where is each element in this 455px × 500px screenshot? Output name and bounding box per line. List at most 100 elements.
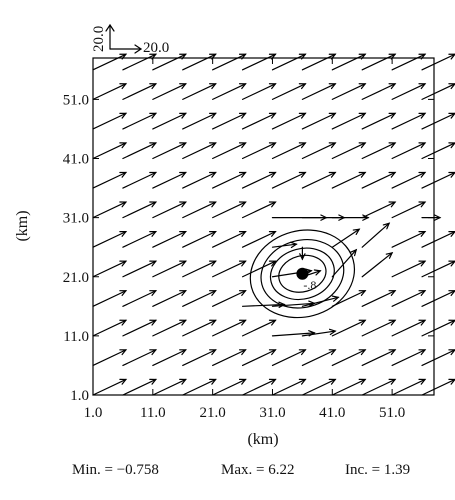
wind-vector: [152, 290, 187, 307]
wind-vector: [182, 260, 217, 278]
contour-line: [269, 247, 335, 301]
wind-vector: [212, 349, 247, 367]
wind-vector: [152, 171, 187, 189]
wind-vector: [301, 349, 337, 367]
wind-vector-field: [92, 53, 455, 396]
x-axis-ticks: 1.0 11.0 21.0 31.0 41.0 51.0: [84, 58, 405, 421]
wind-vector: [182, 290, 217, 307]
wind-vector: [122, 171, 158, 189]
wind-vector: [421, 378, 455, 396]
wind-vector: [241, 83, 277, 100]
wind-vector: [122, 319, 158, 337]
wind-vector: [212, 142, 247, 160]
wind-vector: [122, 201, 158, 219]
wind-vector: [331, 142, 367, 160]
wind-vector: [241, 171, 277, 189]
wind-vector: [241, 378, 277, 396]
wind-vector: [331, 248, 358, 278]
wind-vector: [391, 290, 427, 307]
wind-vector: [391, 83, 427, 100]
wind-vector: [421, 83, 455, 100]
wind-vector: [421, 260, 455, 278]
contour-lines: [249, 229, 356, 319]
wind-vector: [92, 53, 128, 71]
wind-vector: [212, 260, 247, 278]
wind-vector: [391, 112, 427, 130]
wind-vector: [182, 83, 217, 100]
wind-vector: [421, 112, 455, 130]
wind-vector: [301, 83, 337, 100]
wind-vector: [152, 142, 187, 160]
wind-vector: [212, 290, 247, 307]
wind-vector: [182, 171, 217, 189]
contour-line: [278, 254, 327, 293]
wind-vector: [391, 230, 427, 248]
wind-vector: [301, 142, 337, 160]
x-tick-label: 31.0: [259, 405, 285, 421]
wind-vector: [421, 142, 455, 160]
wind-vector: [301, 328, 337, 337]
wind-vector: [182, 319, 217, 337]
x-tick-label: 41.0: [319, 405, 345, 421]
wind-vector: [331, 53, 367, 71]
x-tick-label: 1.0: [84, 405, 103, 421]
y-axis-title: (km): [14, 210, 31, 241]
wind-vector: [241, 112, 277, 130]
wind-vector: [182, 378, 217, 396]
wind-vector: [361, 53, 397, 71]
wind-vector: [92, 83, 128, 100]
wind-vector: [152, 230, 187, 248]
wind-vector: [212, 171, 247, 189]
x-tick-label: 21.0: [200, 405, 226, 421]
wind-vector: [391, 142, 427, 160]
wind-vector: [421, 230, 455, 248]
wind-vector: [271, 349, 307, 367]
stat-inc: Inc. = 1.39: [345, 462, 410, 478]
x-axis-title: (km): [247, 431, 278, 448]
x-tick-label: 51.0: [379, 405, 405, 421]
wind-vector: [361, 201, 397, 219]
wind-vector: [92, 171, 128, 189]
wind-vector: [271, 83, 307, 100]
ref-arrow-right-head: [134, 44, 143, 54]
wind-vector: [122, 112, 158, 130]
wind-vector: [122, 290, 158, 307]
wind-vector: [92, 260, 128, 278]
wind-vector: [331, 378, 367, 396]
y-tick-label: 31.0: [63, 211, 89, 227]
wind-vector: [331, 83, 367, 100]
wind-vector: [361, 378, 397, 396]
wind-vector: [92, 290, 128, 307]
wind-vector: [331, 228, 361, 248]
wind-vector: [391, 349, 427, 367]
wind-vector: [241, 349, 277, 367]
wind-vector: [122, 349, 158, 367]
wind-vector: [122, 260, 158, 278]
wind-vector: [361, 83, 397, 100]
wind-vector: [271, 53, 307, 71]
contour-line: [260, 239, 345, 309]
wind-vector: [301, 378, 337, 396]
wind-vector: [182, 112, 217, 130]
wind-vector: [122, 230, 158, 248]
stat-min: Min. = −0.758: [72, 462, 159, 478]
wind-vector: [152, 319, 187, 337]
wind-vector: [92, 112, 128, 130]
wind-vector: [122, 53, 158, 71]
contour-label: -.8: [303, 278, 316, 292]
wind-vector: [301, 53, 337, 71]
wind-vector: [421, 171, 455, 189]
wind-vector: [152, 260, 187, 278]
wind-vector: [92, 378, 128, 396]
wind-vector: [212, 112, 247, 130]
ref-u-label: 20.0: [143, 40, 169, 56]
wind-vector: [182, 201, 217, 219]
wind-vector: [182, 142, 217, 160]
wind-vector: [92, 230, 128, 248]
y-axis-ticks: 1.0 11.0 21.0 31.0 41.0 51.0: [63, 92, 434, 404]
wind-vector: [212, 378, 247, 396]
wind-vector: [241, 53, 277, 71]
wind-vector: [391, 201, 427, 219]
wind-vector: [271, 378, 307, 396]
